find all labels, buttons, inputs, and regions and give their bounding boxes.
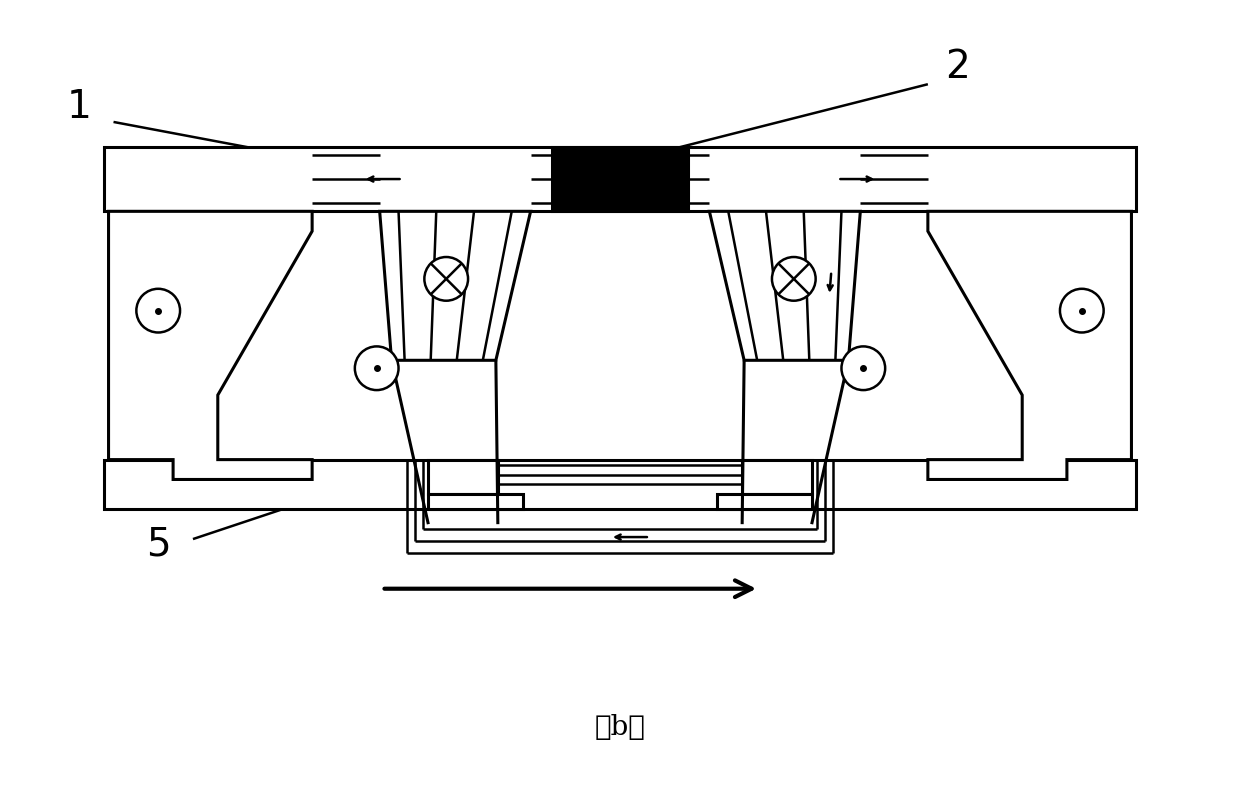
Circle shape [842, 346, 885, 390]
Polygon shape [109, 211, 312, 479]
Bar [428, 495, 523, 509]
Text: （b）: （b） [594, 714, 646, 742]
Polygon shape [709, 211, 861, 360]
Text: 1: 1 [66, 88, 92, 126]
Circle shape [773, 257, 816, 301]
Bar [553, 147, 687, 211]
Circle shape [424, 257, 467, 301]
Bar [428, 460, 497, 495]
Text: 5: 5 [146, 525, 171, 563]
Text: 2: 2 [945, 48, 970, 86]
Polygon shape [379, 211, 531, 360]
Bar [717, 495, 812, 509]
Circle shape [136, 289, 180, 332]
Polygon shape [928, 211, 1131, 479]
Circle shape [1060, 289, 1104, 332]
Circle shape [355, 346, 398, 390]
Bar [104, 460, 1136, 509]
Bar [104, 147, 1136, 211]
Bar [743, 460, 812, 495]
